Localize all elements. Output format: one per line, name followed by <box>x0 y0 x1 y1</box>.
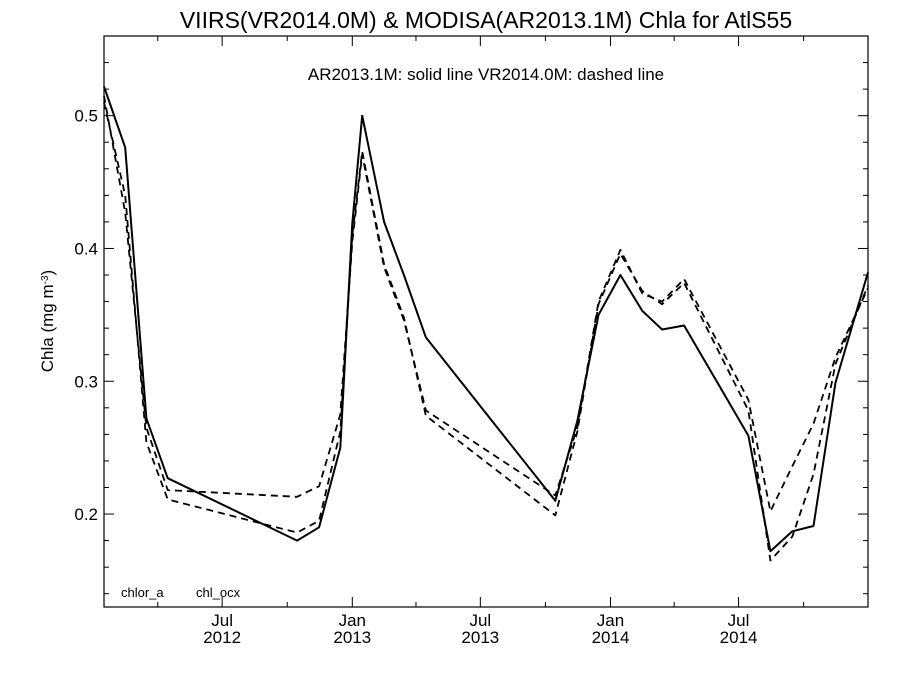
x-tick-label-month: Jul <box>211 611 233 630</box>
plot-frame <box>103 35 869 608</box>
x-tick-label-year: 2012 <box>203 628 241 647</box>
x-tick-label-month: Jul <box>469 611 491 630</box>
x-tick-label-month: Jan <box>339 611 366 630</box>
y-axis-title-text: Chla (mg m <box>38 284 57 372</box>
y-tick-label: 0.5 <box>74 107 98 126</box>
x-tick-label-year: 2014 <box>592 628 630 647</box>
y-axis-title-superscript: -3 <box>40 275 51 284</box>
x-tick-label-month: Jan <box>597 611 624 630</box>
series-line-dashed-1 <box>103 95 869 513</box>
chart-subtitle: AR2013.1M: solid line VR2014.0M: dashed … <box>308 65 664 84</box>
x-tick-label-year: 2013 <box>461 628 499 647</box>
series-line-dashed-2 <box>103 102 869 562</box>
x-tick-label-month: Jul <box>728 611 750 630</box>
chart-title: VIIRS(VR2014.0M) & MODISA(AR2013.1M) Chl… <box>180 7 792 33</box>
series-line-solid-0 <box>103 86 869 553</box>
series-layer <box>103 86 869 562</box>
y-tick-label: 0.3 <box>74 372 98 391</box>
footnote-chlor-a: chlor_a <box>121 585 164 600</box>
y-tick-label: 0.2 <box>74 505 98 524</box>
y-axis-title: Chla (mg m-3) <box>38 270 57 372</box>
svg-text:Chla (mg m-3): Chla (mg m-3) <box>38 270 57 372</box>
footnote-chl-ocx: chl_ocx <box>196 585 241 600</box>
axes: 0.20.30.40.5Jul2012Jan2013Jul2013Jan2014… <box>74 36 868 647</box>
y-tick-label: 0.4 <box>74 239 98 258</box>
x-tick-label-year: 2014 <box>720 628 758 647</box>
x-tick-label-year: 2013 <box>333 628 371 647</box>
y-axis-title-close: ) <box>38 270 57 276</box>
